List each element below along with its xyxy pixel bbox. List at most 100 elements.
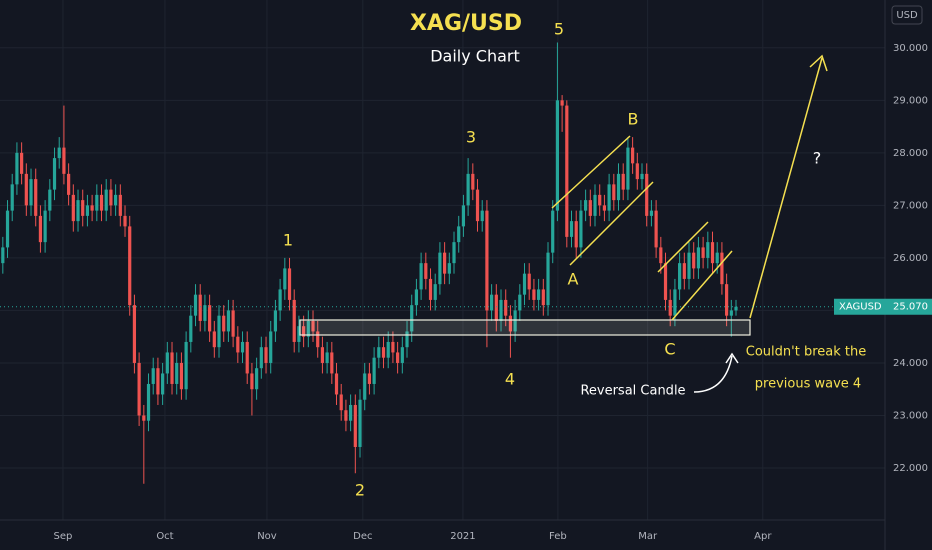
candle-body — [311, 320, 315, 332]
candle-body — [419, 263, 423, 290]
candle-body — [62, 147, 66, 174]
channel-line — [657, 221, 709, 273]
candle-body — [90, 205, 94, 211]
candle-body — [320, 347, 325, 363]
candle-body — [551, 210, 555, 253]
candle-body — [433, 284, 437, 300]
chart-subtitle: Daily Chart — [430, 47, 520, 66]
candle-body — [363, 373, 367, 400]
candle-body — [118, 194, 122, 216]
candle-body — [588, 200, 592, 216]
candle-body — [52, 158, 57, 190]
candle-body — [569, 221, 574, 237]
candle-body — [631, 147, 635, 164]
candle-body — [71, 194, 75, 222]
candle-body — [330, 352, 334, 374]
candle-body — [715, 252, 719, 264]
candle-body — [696, 247, 701, 269]
candle-body — [372, 357, 376, 384]
wave-label: 1 — [283, 231, 293, 250]
candle-body — [499, 299, 503, 321]
x-tick-label: Oct — [156, 531, 173, 542]
candle-body — [598, 194, 602, 206]
channel-line — [671, 250, 733, 321]
candle-body — [452, 242, 456, 264]
candle-body — [208, 305, 212, 332]
candle-body — [626, 147, 630, 190]
currency: USD — [896, 10, 918, 21]
candle-body — [475, 189, 480, 222]
annotation: Reversal Candle — [580, 384, 685, 399]
candle-body — [428, 278, 433, 300]
candle-body — [95, 194, 99, 211]
candle-body — [682, 263, 686, 279]
candle-body — [607, 184, 611, 211]
candle-body — [584, 200, 588, 211]
candle-body — [720, 252, 724, 285]
candle-body — [471, 173, 475, 190]
candle-body — [193, 294, 198, 316]
candle-body — [405, 331, 409, 348]
candle-body — [29, 179, 33, 206]
arrow — [693, 355, 733, 393]
candle-body — [480, 210, 484, 222]
candle-body — [490, 294, 494, 311]
candle-body — [621, 173, 625, 190]
question-mark: ? — [813, 149, 822, 168]
wave-label: 3 — [466, 128, 476, 147]
candle-body — [146, 383, 151, 421]
candle-body — [99, 194, 104, 211]
candle-body — [128, 226, 132, 306]
candle-body — [649, 210, 654, 216]
candle-body — [344, 410, 348, 421]
candle-body — [687, 252, 691, 279]
candle-body — [635, 163, 639, 180]
candle-body — [663, 263, 668, 300]
candle-body — [57, 147, 61, 159]
candle-body — [236, 336, 240, 353]
candle-body — [461, 205, 466, 227]
candle-body — [339, 394, 343, 411]
x-tick-label: Sep — [54, 531, 73, 542]
candle-body — [678, 263, 682, 290]
candle-body — [231, 310, 235, 337]
candle-body — [114, 194, 118, 206]
candle-body — [386, 341, 390, 358]
candle-body — [34, 179, 38, 216]
y-tick-label: 26.000 — [893, 253, 928, 264]
candle-body — [297, 326, 301, 342]
support-zone — [299, 319, 751, 336]
candle-body — [264, 347, 268, 363]
candle-body — [161, 373, 165, 395]
x-tick-label: Nov — [257, 531, 277, 542]
candle-body — [537, 289, 541, 300]
symbol-label: XAGUSD — [839, 302, 882, 313]
x-tick-label: Feb — [549, 531, 567, 542]
candle-body — [734, 306, 738, 311]
candle-body — [38, 215, 43, 243]
candle-body — [325, 352, 329, 363]
candle-body — [659, 247, 663, 264]
x-tick-label: Dec — [353, 531, 372, 542]
annotation: Couldn't break the — [746, 345, 866, 360]
candle-body — [349, 404, 353, 421]
arrow-head — [809, 54, 828, 72]
candle-body — [302, 326, 306, 337]
candle-body — [527, 273, 531, 290]
candle-body — [438, 252, 442, 285]
candle-body — [574, 221, 578, 248]
candle-body — [358, 399, 362, 447]
y-tick-label: 30.000 — [893, 43, 928, 54]
wave-label: 2 — [355, 481, 365, 500]
candle-body — [184, 341, 188, 390]
candle-body — [10, 184, 14, 211]
candle-body — [410, 305, 414, 332]
candle-body — [513, 310, 517, 332]
candle-body — [151, 368, 155, 384]
currency-box[interactable] — [891, 5, 923, 25]
candle-body — [400, 347, 404, 363]
candle-body — [396, 352, 400, 363]
y-tick-label: 23.000 — [893, 410, 928, 421]
candle-body — [654, 210, 658, 248]
